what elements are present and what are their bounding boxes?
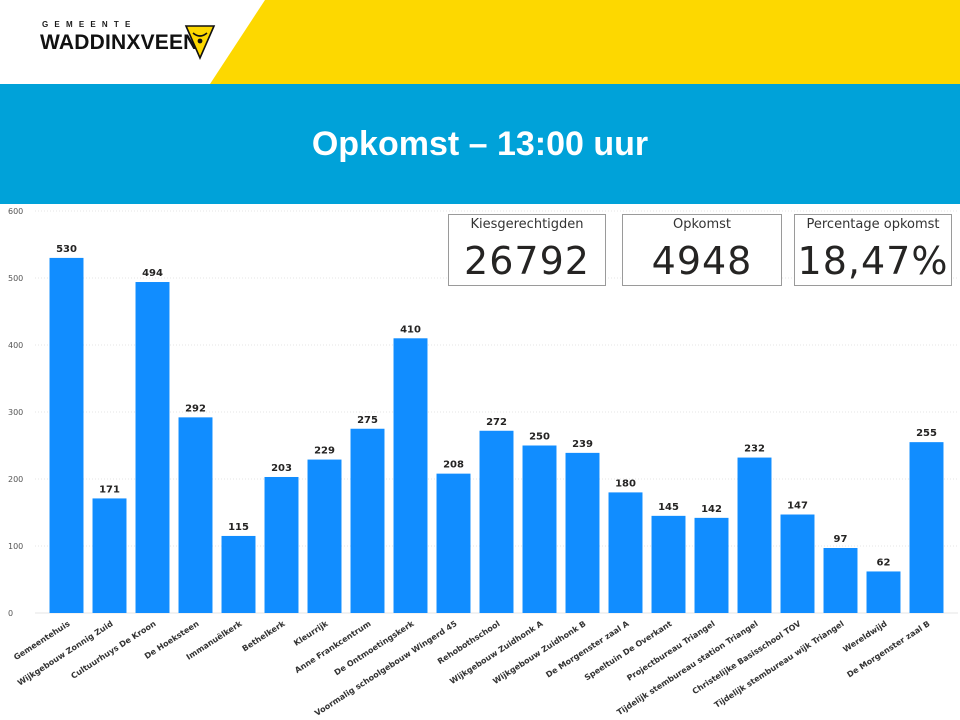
x-tick-label: Kleurrijk <box>292 619 330 648</box>
bar <box>780 514 815 613</box>
x-tick-label: Anne Frankcentrum <box>293 619 372 675</box>
kpi-value: 4948 <box>651 239 753 283</box>
bar <box>221 535 256 613</box>
kpi-label: Kiesgerechtigden <box>470 217 584 232</box>
kpi-card-opkomst: Opkomst 4948 <box>622 214 782 286</box>
data-label: 203 <box>271 463 292 474</box>
x-tick-label: De Ontmoetingskerk <box>333 619 416 678</box>
kpi-card-percentage-opkomst: Percentage opkomst 18,47% <box>794 214 952 286</box>
bar <box>49 257 84 613</box>
data-label: 115 <box>228 522 249 533</box>
kpi-label: Opkomst <box>672 217 732 232</box>
bar <box>307 459 342 613</box>
bar <box>909 442 944 613</box>
data-label: 171 <box>99 484 120 495</box>
page-title: Opkomst – 13:00 uur <box>311 124 649 163</box>
data-label: 208 <box>443 460 464 471</box>
bar <box>479 430 514 613</box>
y-tick-label: 0 <box>8 609 13 618</box>
data-label: 147 <box>787 501 808 512</box>
bar <box>92 498 127 613</box>
bar <box>866 571 901 613</box>
data-label: 255 <box>916 428 937 439</box>
data-label: 275 <box>357 415 378 426</box>
bar-chart: 0 100 200 300 400 500 600 530 171 494 292 115 203 22… <box>8 207 958 718</box>
header-yellow-shape <box>210 0 960 84</box>
bar <box>393 338 428 613</box>
chart-data-labels: 530 171 494 292 115 203 229 275 410 208 272 250 239 1… <box>56 244 937 569</box>
y-tick-label: 200 <box>8 475 23 484</box>
kpi-label: Percentage opkomst <box>806 217 940 232</box>
data-label: 232 <box>744 444 765 455</box>
data-label: 530 <box>56 244 77 255</box>
y-tick-label: 300 <box>8 408 23 417</box>
y-tick-label: 400 <box>8 341 23 350</box>
bar <box>264 476 299 613</box>
bar <box>694 517 729 613</box>
bar <box>178 417 213 613</box>
data-label: 292 <box>185 403 206 414</box>
logo-name: WADDINXVEEN <box>40 31 199 54</box>
bar <box>608 492 643 613</box>
data-label: 62 <box>877 557 891 568</box>
data-label: 410 <box>400 324 421 335</box>
bar <box>135 282 170 613</box>
header-band: GEMEENTE WADDINXVEEN <box>0 0 960 84</box>
y-tick-label: 100 <box>8 542 23 551</box>
x-tick-label: De Morgenster zaal A <box>544 619 631 680</box>
kpi-value: 26792 <box>464 239 590 283</box>
data-label: 229 <box>314 446 335 457</box>
x-tick-label: Cultuurhuys De Kroon <box>69 619 157 681</box>
y-tick-label: 500 <box>8 274 23 283</box>
kpi-value: 18,47% <box>797 239 949 283</box>
kpi-card-kiesgerechtigden: Kiesgerechtigden 26792 <box>448 214 606 286</box>
bar <box>436 473 471 613</box>
y-tick-label: 600 <box>8 207 23 216</box>
logo: GEMEENTE WADDINXVEEN <box>40 20 220 68</box>
bar <box>737 457 772 613</box>
data-label: 97 <box>834 534 848 545</box>
data-label: 145 <box>658 502 679 513</box>
x-tick-label: Bethelkerk <box>241 619 288 654</box>
bar <box>350 428 385 613</box>
chart-bars <box>49 257 944 613</box>
data-label: 494 <box>142 268 163 279</box>
y-axis-ticks: 0 100 200 300 400 500 600 <box>8 207 23 618</box>
bar <box>522 445 557 613</box>
x-tick-label: De Morgenster zaal B <box>845 619 931 679</box>
logo-small-text: GEMEENTE <box>42 20 137 29</box>
bar <box>823 548 858 613</box>
data-label: 142 <box>701 504 722 515</box>
data-label: 239 <box>572 439 593 450</box>
bar <box>565 452 600 613</box>
bar <box>651 515 686 613</box>
title-bar: Opkomst – 13:00 uur <box>0 84 960 204</box>
data-label: 250 <box>529 432 550 443</box>
data-label: 180 <box>615 478 636 489</box>
shield-icon <box>184 25 216 60</box>
data-label: 272 <box>486 417 507 428</box>
